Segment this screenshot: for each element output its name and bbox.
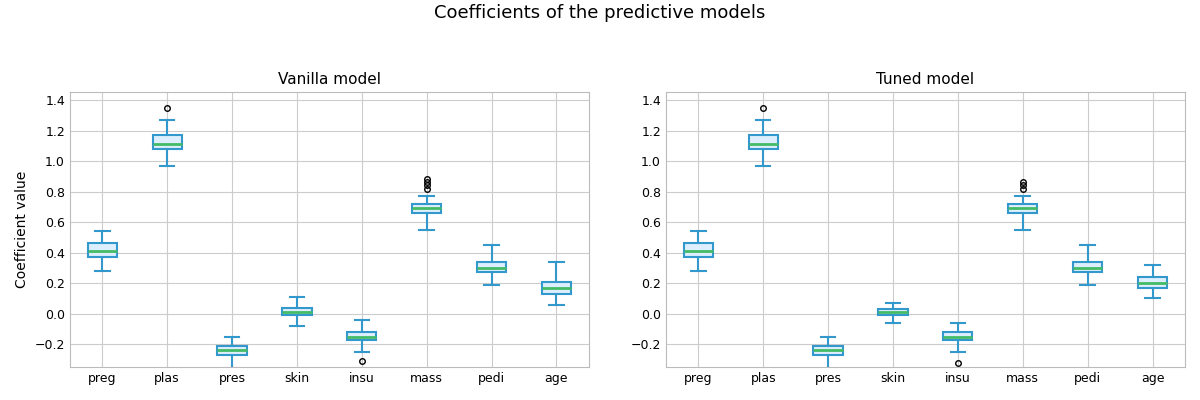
PathPatch shape bbox=[152, 135, 181, 149]
PathPatch shape bbox=[878, 309, 907, 315]
Text: Coefficients of the predictive models: Coefficients of the predictive models bbox=[434, 4, 766, 22]
PathPatch shape bbox=[217, 346, 247, 355]
PathPatch shape bbox=[749, 135, 778, 149]
PathPatch shape bbox=[282, 308, 312, 315]
PathPatch shape bbox=[1008, 204, 1037, 213]
Title: Vanilla model: Vanilla model bbox=[278, 72, 380, 87]
PathPatch shape bbox=[412, 204, 442, 213]
PathPatch shape bbox=[347, 332, 377, 340]
PathPatch shape bbox=[88, 244, 116, 257]
Y-axis label: Coefficient value: Coefficient value bbox=[14, 171, 29, 288]
PathPatch shape bbox=[542, 282, 571, 294]
PathPatch shape bbox=[943, 332, 972, 340]
Title: Tuned model: Tuned model bbox=[876, 72, 974, 87]
PathPatch shape bbox=[684, 244, 713, 257]
PathPatch shape bbox=[814, 346, 842, 355]
PathPatch shape bbox=[1073, 262, 1103, 272]
PathPatch shape bbox=[478, 262, 506, 272]
PathPatch shape bbox=[1138, 277, 1168, 288]
